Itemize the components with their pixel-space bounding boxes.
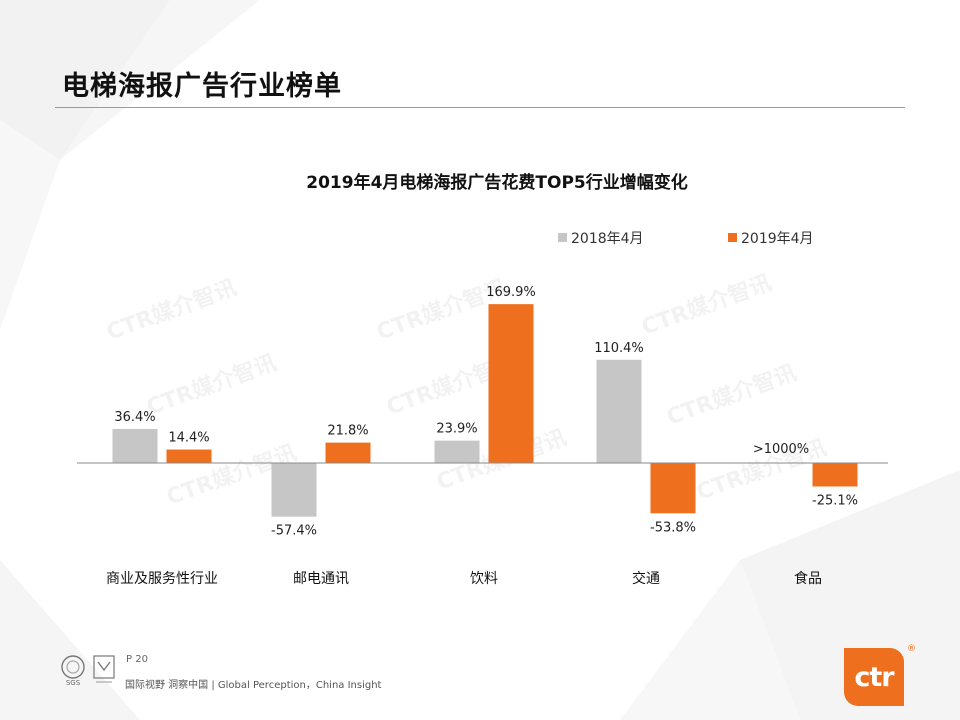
- ctr-logo-text: ctr: [854, 661, 894, 693]
- legend-swatch-2: [728, 233, 737, 242]
- bar-2018-4: [596, 359, 642, 463]
- title-divider: [55, 107, 905, 108]
- category-label-group: 商业及服务性行业 邮电通讯 饮料 交通 食品: [106, 570, 822, 587]
- bar-2018-3: [434, 440, 480, 463]
- data-label-2018-2: -57.4%: [271, 524, 317, 539]
- data-label-2018-1: 36.4%: [114, 410, 155, 425]
- category-label-4: 交通: [632, 570, 660, 587]
- registered-mark: ®: [907, 644, 916, 654]
- bar-2018-2: [271, 463, 317, 517]
- chart-legend: 2018年4月 2019年4月: [558, 231, 814, 247]
- legend-swatch-1: [558, 233, 567, 242]
- watermark-text: CTR媒介智讯: [143, 350, 280, 421]
- data-label-2018-5: >1000%: [753, 442, 809, 457]
- bar-2019-1: [166, 449, 212, 463]
- ukas-cert-icon: [93, 655, 115, 683]
- category-label-5: 食品: [794, 570, 822, 587]
- category-label-3: 饮料: [470, 571, 498, 587]
- legend-label-2: 2019年4月: [741, 231, 814, 247]
- bar-2019-2: [325, 442, 371, 463]
- data-label-2019-4: -53.8%: [650, 520, 696, 535]
- category-label-1: 商业及服务性行业: [106, 571, 218, 587]
- data-label-2019-1: 14.4%: [168, 431, 209, 446]
- data-label-2018-4: 110.4%: [594, 341, 644, 356]
- data-label-2019-5: -25.1%: [812, 493, 858, 508]
- watermark-text: CTR媒介智讯: [103, 275, 240, 346]
- bar-2019-3: [488, 304, 534, 463]
- data-label-2018-3: 23.9%: [436, 422, 477, 437]
- ctr-logo: ctr: [844, 648, 904, 706]
- legend-label-1: 2018年4月: [571, 231, 644, 247]
- sgs-label: SGS: [66, 679, 81, 687]
- bar-2019-4: [650, 463, 696, 514]
- data-label-2019-3: 169.9%: [486, 285, 536, 300]
- bar-2019-5: [812, 463, 858, 487]
- footer-tagline: 国际视野 洞察中国 | Global Perception，China Insi…: [125, 680, 382, 691]
- bar-2018-1: [112, 428, 158, 463]
- cert-logos: SGS: [61, 655, 115, 687]
- category-label-2: 邮电通讯: [293, 571, 349, 587]
- watermark-text: CTR媒介智讯: [638, 270, 775, 341]
- watermark-text: CTR媒介智讯: [663, 360, 800, 431]
- sgs-cert-icon: SGS: [61, 655, 85, 687]
- watermark-group: CTR媒介智讯CTR媒介智讯CTR媒介智讯CTR媒介智讯CTR媒介智讯CTR媒介…: [103, 270, 830, 511]
- data-label-group: 36.4% 14.4% -57.4% 21.8% 23.9% 169.9% 110.4% -5…: [114, 285, 858, 539]
- page-number: P 20: [126, 654, 148, 665]
- data-label-2019-2: 21.8%: [327, 424, 368, 439]
- bar-group: [112, 304, 858, 517]
- page-title: 电梯海报广告行业榜单: [62, 71, 342, 102]
- chart-title: 2019年4月电梯海报广告花费TOP5行业增幅变化: [306, 172, 687, 193]
